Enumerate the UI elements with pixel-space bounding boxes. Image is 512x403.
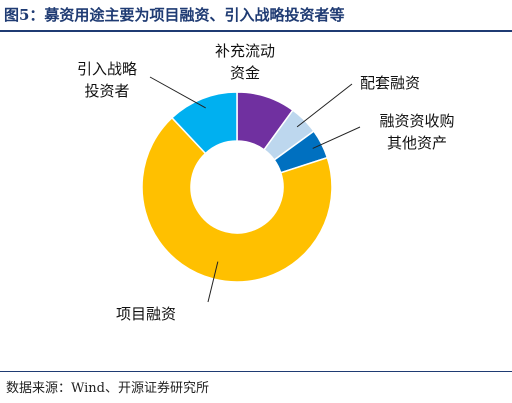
donut-chart [141, 76, 361, 303]
leader-project-financing [207, 261, 219, 303]
label-project-financing: 项目融资 [116, 305, 177, 323]
leader-acquire-other-assets [312, 126, 361, 149]
label-acquire-other-assets: 融资资收购 其他资产 [379, 112, 455, 152]
source-note: 数据来源：Wind、开源证券研究所 [6, 381, 209, 396]
label-strategic-investors: 引入战略 投资者 [76, 60, 137, 100]
slice-project-financing [141, 116, 333, 283]
footer-rule [0, 371, 512, 372]
label-supporting-financing: 配套融资 [360, 74, 421, 92]
figure-title: 图5：募资用途主要为项目融资、引入战略投资者等 [4, 6, 345, 24]
leader-strategic-investors [149, 76, 206, 109]
slice-strategic-investors [170, 91, 238, 155]
label-supplementary-capital: 补充流动 资金 [214, 42, 275, 82]
leader-supporting-financing [296, 83, 353, 128]
title-rule [0, 30, 512, 32]
